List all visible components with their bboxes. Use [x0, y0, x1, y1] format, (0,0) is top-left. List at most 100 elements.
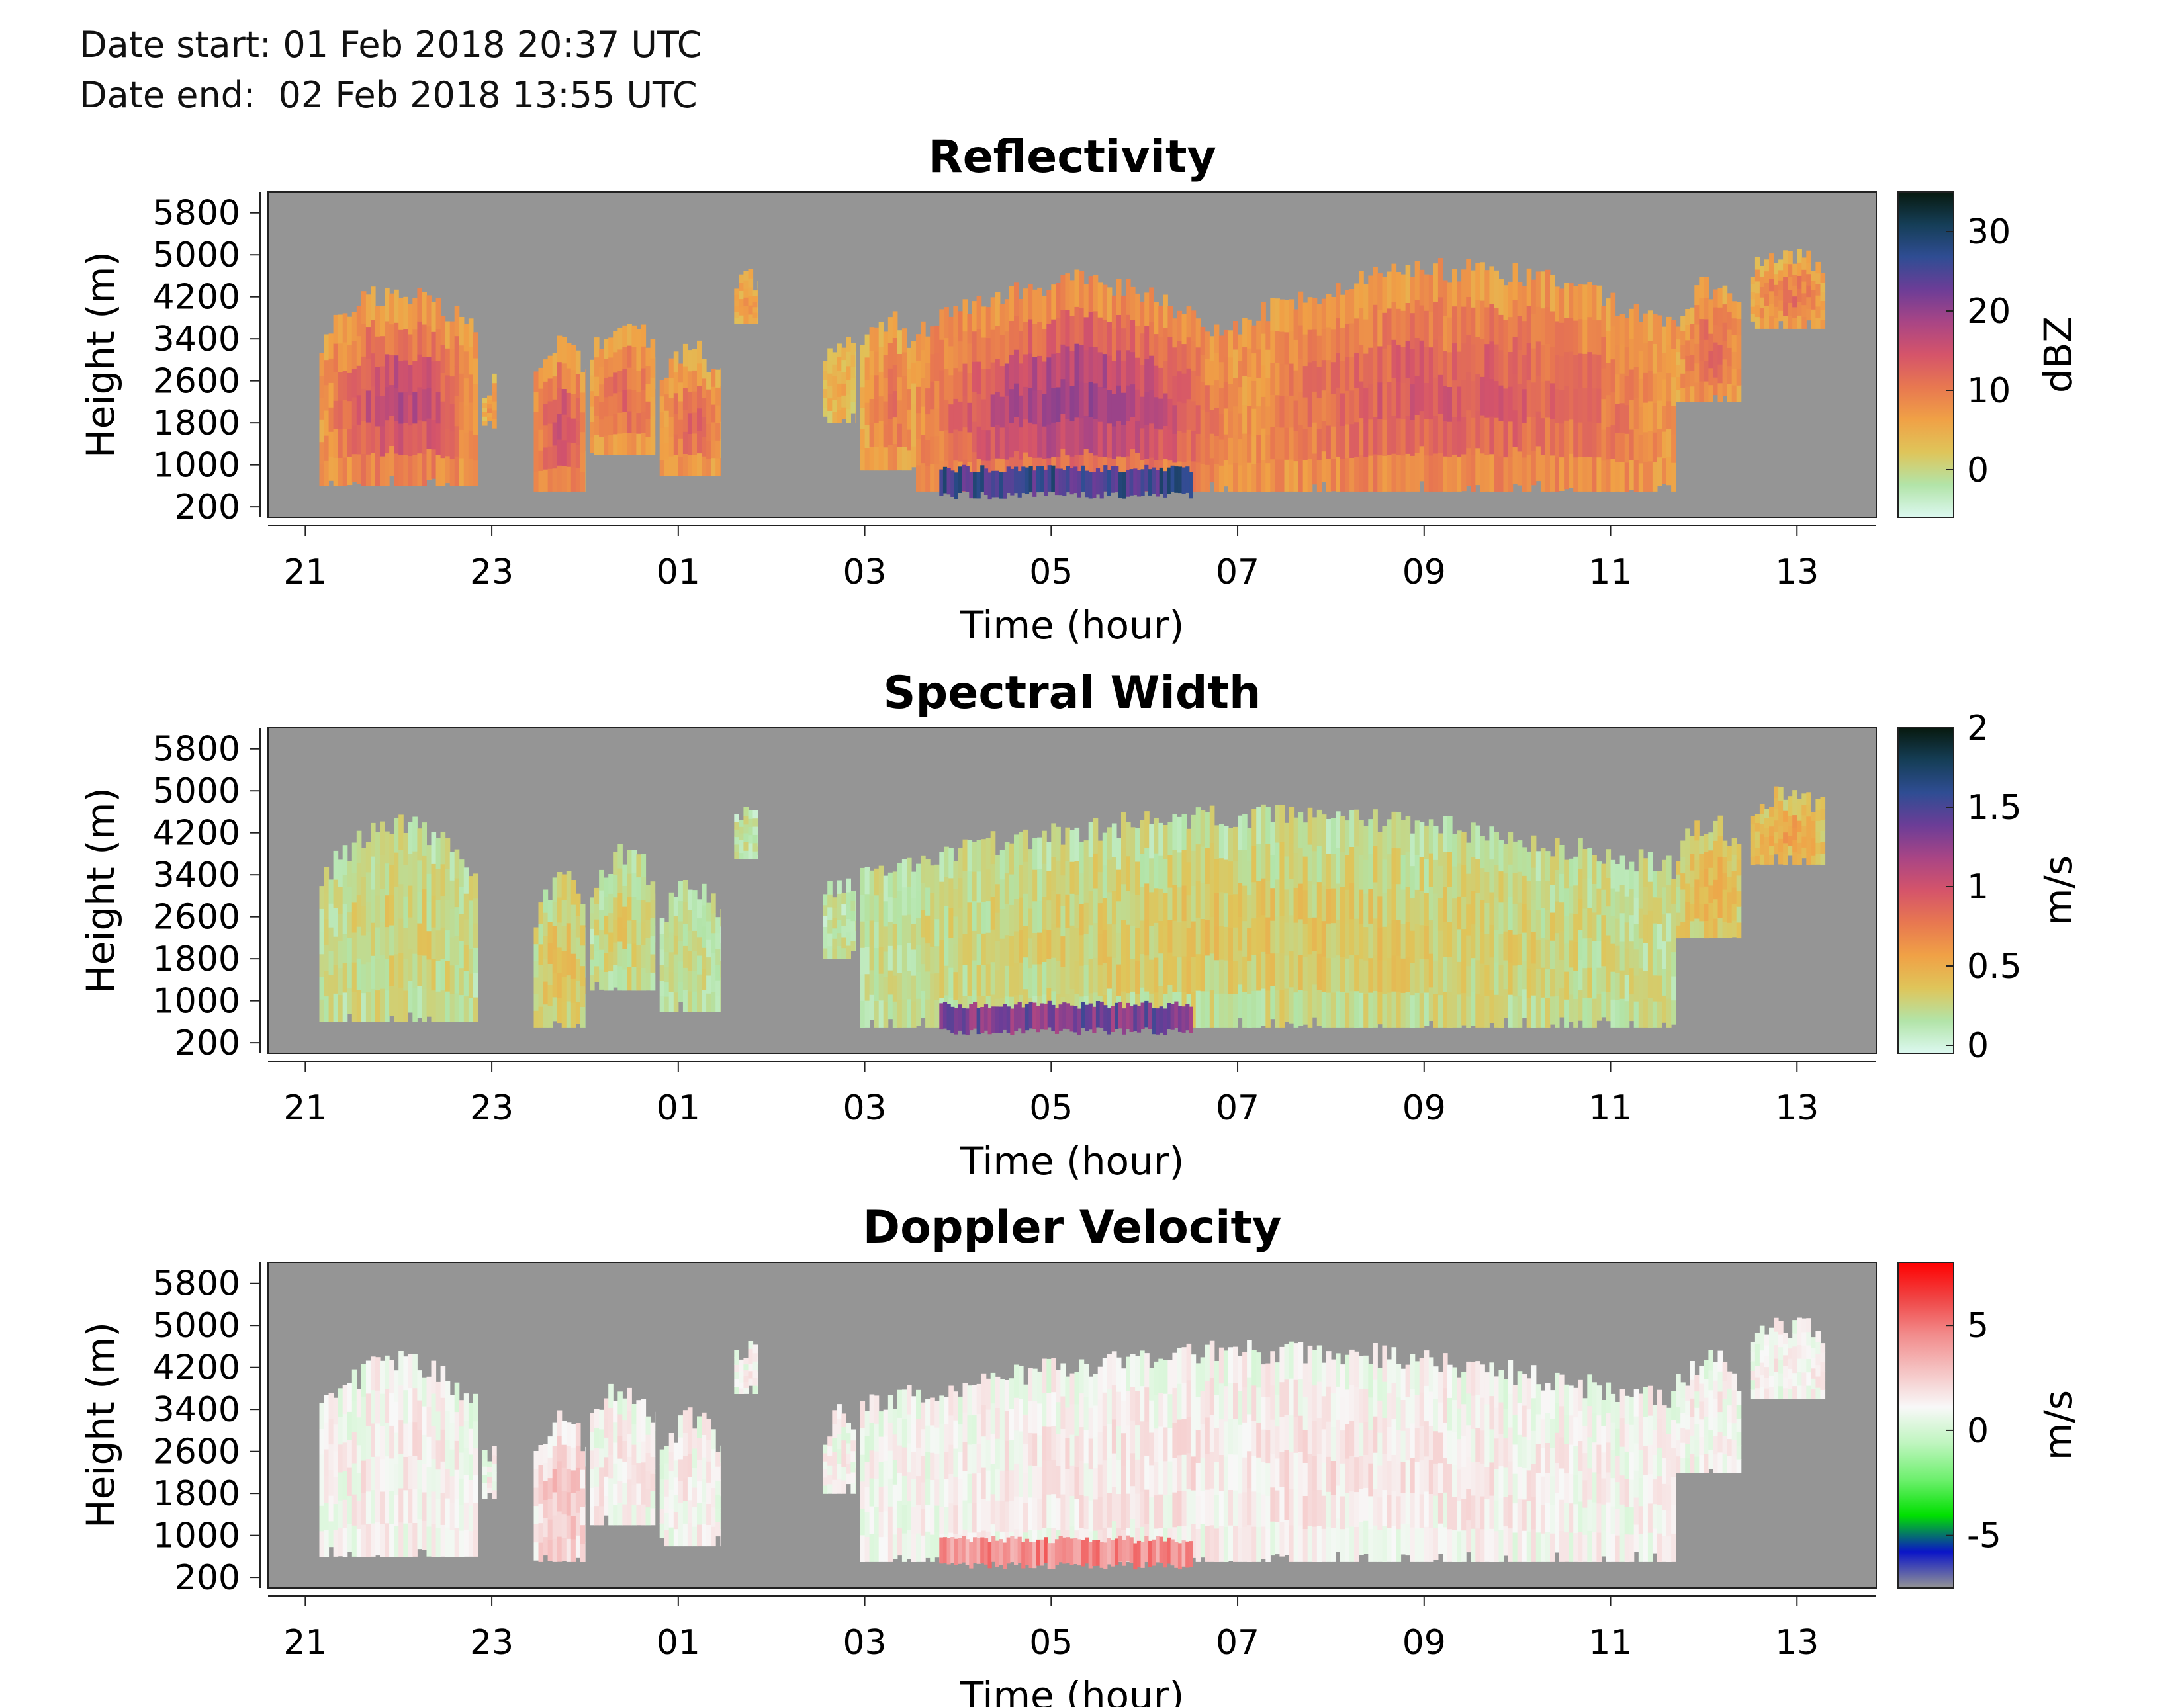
echo-cell: [953, 971, 958, 1000]
echo-cell: [1447, 852, 1453, 887]
echo-cell: [585, 994, 586, 1011]
echo-cell: [613, 1504, 618, 1526]
echo-cell: [1708, 902, 1713, 921]
echo-cell: [543, 1481, 549, 1500]
echo-cell: [570, 904, 576, 930]
echo-cell: [547, 1006, 553, 1028]
echo-cell: [1242, 814, 1248, 850]
echo-cell: [1736, 906, 1742, 923]
echo-cell: [1083, 902, 1089, 934]
echo-cell: [958, 1452, 963, 1480]
echo-cell: [1731, 385, 1737, 402]
echo-cell: [608, 932, 614, 952]
echo-cell: [1321, 814, 1327, 851]
echo-cell: [1424, 346, 1430, 383]
echo-cell: [570, 1002, 576, 1028]
echo-cell: [1093, 818, 1099, 854]
echo-cell: [365, 454, 371, 486]
echo-cell: [901, 1475, 907, 1505]
echo-cell: [552, 445, 558, 469]
echo-cell: [1410, 312, 1416, 349]
echo-cell: [958, 907, 963, 938]
echo-cell: [1708, 299, 1713, 317]
echo-cell: [1097, 965, 1103, 996]
echo-cell: [351, 1494, 357, 1526]
echo-cell: [1028, 1368, 1033, 1401]
echo-cell: [1345, 992, 1350, 1028]
echo-cell: [1764, 317, 1770, 329]
echo-cell: [1424, 926, 1430, 960]
echo-cell: [734, 1357, 739, 1365]
echo-cell: [1788, 845, 1793, 856]
echo-cell: [1610, 458, 1616, 492]
echo-cell: [841, 926, 846, 938]
echo-cell: [743, 807, 749, 816]
echo-cell: [1079, 1460, 1085, 1495]
echo-cell: [860, 921, 866, 948]
echo-cell: [1433, 301, 1439, 340]
echo-cell: [864, 947, 870, 975]
echo-cell: [1149, 891, 1154, 926]
echo-cell: [752, 1385, 758, 1394]
echo-cell: [1359, 417, 1364, 455]
echo-cell: [860, 386, 866, 408]
echo-cell: [990, 394, 996, 427]
echo-cell: [547, 900, 553, 922]
echo-cell: [622, 1462, 627, 1483]
echo-cell: [1410, 833, 1416, 867]
echo-cell: [547, 1436, 553, 1458]
echo-cell: [678, 1437, 684, 1460]
echo-cell: [972, 331, 978, 362]
echo-cell: [1083, 1495, 1089, 1530]
echo-cell: [846, 905, 851, 919]
echo-cell: [659, 949, 665, 965]
echo-cell: [1601, 914, 1606, 941]
echo-cell: [1461, 343, 1467, 380]
echo-cell: [990, 1403, 996, 1434]
echo-cell: [1163, 1427, 1168, 1462]
echo-cell: [1564, 420, 1569, 455]
echo-cell: [967, 1444, 973, 1474]
echo-cell: [967, 343, 973, 374]
echo-cell: [1205, 991, 1210, 1028]
echo-cell: [1722, 359, 1728, 378]
echo-cell: [1256, 462, 1261, 492]
echo-cell: [449, 1503, 455, 1530]
echo-cell: [948, 1385, 954, 1416]
echo-cell: [1293, 309, 1299, 340]
echo-cell: [533, 977, 539, 994]
echo-cell: [1475, 410, 1480, 449]
echo-cell: [1573, 856, 1578, 886]
echo-cell: [1293, 1525, 1299, 1562]
echo-cell: [1606, 298, 1612, 331]
echo-cell: [1391, 919, 1397, 956]
echo-cell: [1466, 904, 1471, 936]
echo-cell: [1042, 328, 1047, 362]
echo-cell: [1629, 914, 1635, 942]
echo-cell: [1694, 918, 1700, 938]
echo-cell: [1284, 1485, 1290, 1520]
echo-cell: [1359, 958, 1364, 993]
echo-cell: [981, 1405, 987, 1437]
echo-cell: [1088, 891, 1094, 926]
echo-cell: [463, 1448, 469, 1475]
echo-cell: [1265, 1528, 1271, 1562]
echo-cell: [1316, 429, 1322, 460]
echo-cell: [711, 1468, 716, 1488]
echo-cell: [473, 923, 478, 948]
echo-cell: [1754, 257, 1760, 270]
echo-cell: [1447, 421, 1453, 457]
echo-cell: [585, 1523, 586, 1543]
echo-cell: [948, 345, 954, 376]
echo-cell: [678, 1458, 684, 1481]
echo-cell: [585, 450, 586, 472]
echo-cell: [594, 415, 600, 435]
echo-cell: [1657, 372, 1662, 401]
echo-cell: [1377, 959, 1383, 992]
echo-cell: [599, 402, 604, 420]
echo-cell: [682, 366, 688, 388]
echo-cell: [850, 1471, 856, 1483]
echo-cell: [1046, 290, 1052, 324]
echo-cell: [668, 912, 674, 933]
echo-cell: [1028, 1497, 1033, 1530]
